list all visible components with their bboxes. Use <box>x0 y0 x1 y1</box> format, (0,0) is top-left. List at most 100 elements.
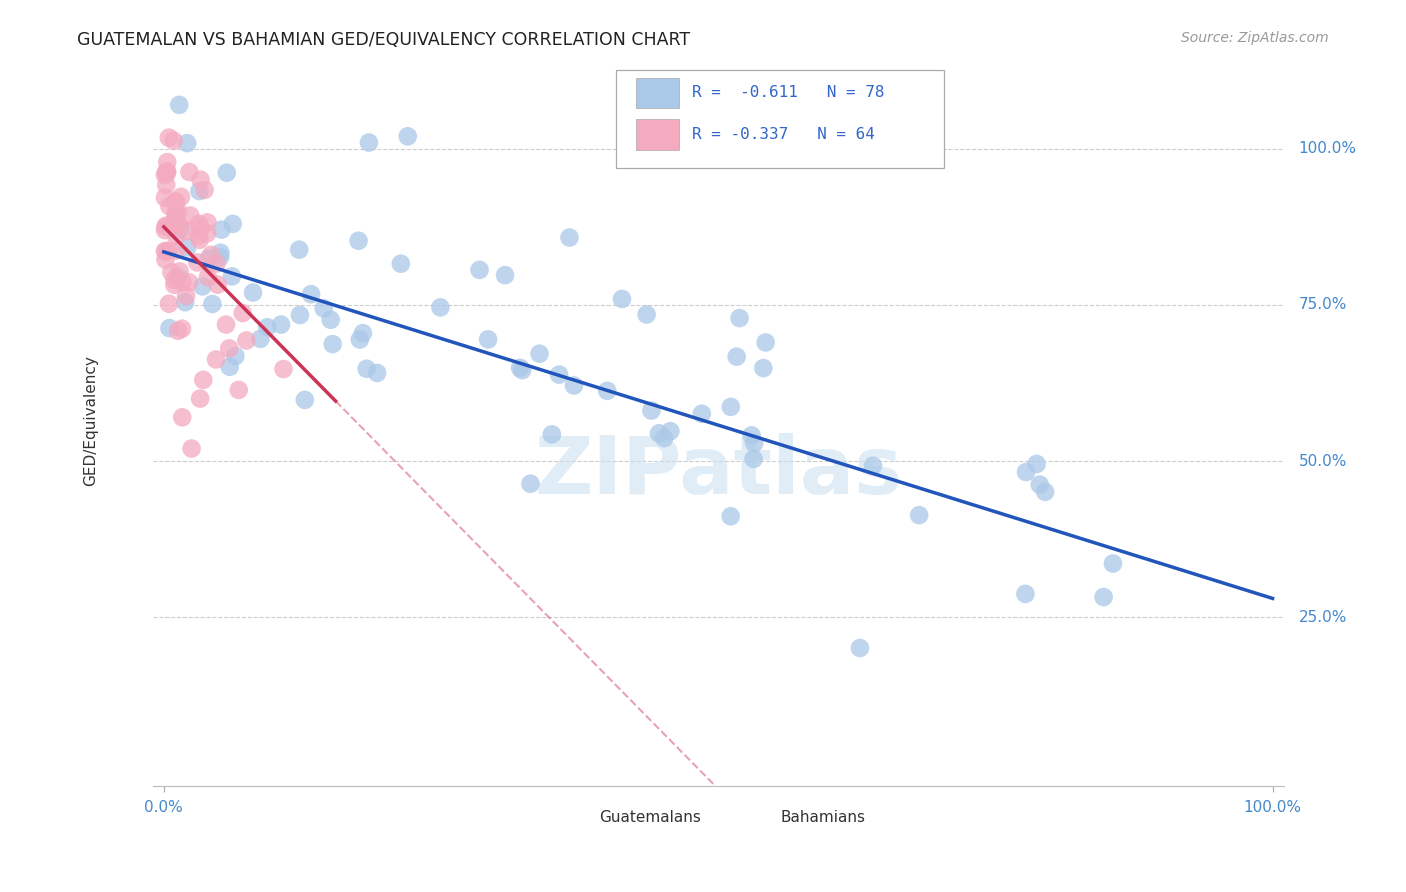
Text: 25.0%: 25.0% <box>1298 609 1347 624</box>
Point <box>155 252 177 267</box>
Point <box>540 427 562 442</box>
Point <box>174 295 197 310</box>
Point <box>163 214 186 228</box>
Point <box>1029 477 1052 491</box>
Point <box>167 324 190 338</box>
Point <box>170 321 193 335</box>
Point <box>209 250 232 264</box>
Point <box>752 361 775 376</box>
Point <box>157 130 180 145</box>
Point <box>167 98 190 112</box>
Point <box>596 384 619 398</box>
Point <box>347 234 370 248</box>
Point <box>249 332 271 346</box>
Point <box>172 276 194 290</box>
Point <box>205 256 228 270</box>
Point <box>908 508 931 523</box>
Point <box>167 218 190 232</box>
Point <box>195 226 218 240</box>
Point <box>1033 484 1056 499</box>
Point <box>548 368 571 382</box>
Point <box>242 285 264 300</box>
Point <box>157 199 180 213</box>
Point <box>165 211 187 225</box>
Point <box>273 362 295 376</box>
Point <box>205 352 228 367</box>
Point <box>169 264 191 278</box>
Point <box>356 361 378 376</box>
Text: R =  -0.611   N = 78: R = -0.611 N = 78 <box>692 85 884 100</box>
Point <box>640 403 662 417</box>
Point <box>366 366 388 380</box>
Point <box>218 359 240 374</box>
Point <box>288 243 311 257</box>
Point <box>222 217 245 231</box>
Point <box>389 257 412 271</box>
Point <box>190 172 212 186</box>
Point <box>288 308 311 322</box>
Point <box>1092 590 1115 604</box>
Point <box>209 245 232 260</box>
Point <box>207 277 229 292</box>
Point <box>167 204 190 219</box>
Point <box>215 318 238 332</box>
Point <box>720 509 742 524</box>
Point <box>659 424 682 438</box>
Point <box>193 373 215 387</box>
Point <box>742 436 765 450</box>
Point <box>235 334 257 348</box>
Point <box>179 276 201 290</box>
Text: R = -0.337   N = 64: R = -0.337 N = 64 <box>692 127 875 142</box>
Point <box>270 318 292 332</box>
Point <box>862 458 884 473</box>
Bar <box>636 120 679 150</box>
Point <box>155 220 177 235</box>
Point <box>510 363 533 377</box>
Point <box>509 360 531 375</box>
Point <box>200 248 222 262</box>
Point <box>849 640 872 655</box>
Point <box>299 287 322 301</box>
Point <box>157 321 180 335</box>
Point <box>494 268 516 282</box>
Point <box>156 166 179 180</box>
Point <box>742 451 765 466</box>
Point <box>187 228 209 243</box>
Point <box>211 222 233 236</box>
Point <box>163 277 186 292</box>
Point <box>477 332 499 346</box>
Point <box>429 301 451 315</box>
Point <box>176 136 198 150</box>
Point <box>221 269 243 284</box>
Point <box>165 194 187 209</box>
Point <box>163 273 186 287</box>
Point <box>294 392 316 407</box>
Text: 50.0%: 50.0% <box>1298 453 1347 468</box>
Point <box>256 320 278 334</box>
Point <box>352 326 374 341</box>
Point <box>179 165 201 179</box>
Point <box>197 270 219 285</box>
Point <box>529 347 551 361</box>
Point <box>1015 465 1038 479</box>
Text: GUATEMALAN VS BAHAMIAN GED/EQUIVALENCY CORRELATION CHART: GUATEMALAN VS BAHAMIAN GED/EQUIVALENCY C… <box>77 31 690 49</box>
Point <box>176 224 198 238</box>
Point <box>162 218 184 232</box>
Point <box>1025 457 1047 471</box>
Bar <box>636 78 679 109</box>
Point <box>190 221 212 235</box>
Point <box>218 342 240 356</box>
Point <box>153 191 176 205</box>
Point <box>165 229 187 244</box>
Point <box>165 244 187 258</box>
Point <box>153 223 176 237</box>
Point <box>194 183 217 197</box>
Point <box>1102 557 1125 571</box>
FancyBboxPatch shape <box>616 70 945 169</box>
Point <box>166 269 188 284</box>
Point <box>652 431 675 445</box>
Text: ZIPatlas: ZIPatlas <box>534 433 903 510</box>
Point <box>224 349 246 363</box>
Point <box>319 312 342 326</box>
Point <box>562 378 585 392</box>
